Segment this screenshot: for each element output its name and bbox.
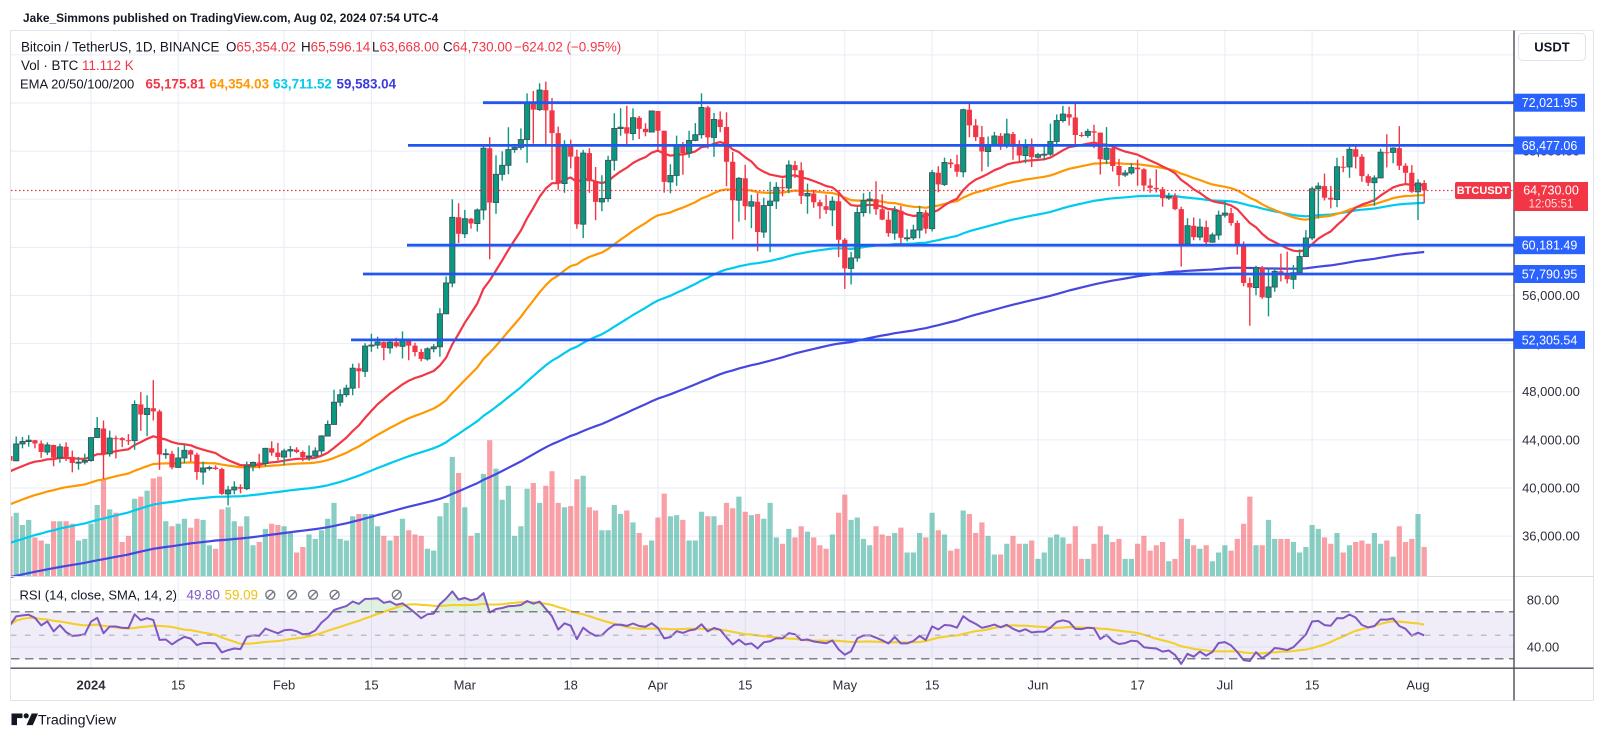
svg-text:40.00: 40.00 bbox=[1527, 640, 1560, 655]
svg-text:72,021.95: 72,021.95 bbox=[1522, 96, 1578, 110]
svg-text:O65,354.02: O65,354.02 bbox=[226, 40, 296, 55]
svg-text:H65,596.14: H65,596.14 bbox=[301, 40, 371, 55]
svg-text:Mar: Mar bbox=[454, 678, 477, 693]
svg-text:64,730.00: 64,730.00 bbox=[1523, 184, 1579, 198]
svg-text:59.09: 59.09 bbox=[225, 588, 259, 603]
svg-text:17: 17 bbox=[1130, 678, 1144, 693]
svg-text:36,000.00: 36,000.00 bbox=[1522, 529, 1580, 544]
svg-text:TradingView: TradingView bbox=[38, 713, 117, 729]
svg-text:18: 18 bbox=[563, 678, 577, 693]
svg-text:48,000.00: 48,000.00 bbox=[1522, 384, 1580, 399]
svg-text:52,305.54: 52,305.54 bbox=[1522, 333, 1578, 347]
svg-text:2024: 2024 bbox=[77, 678, 107, 693]
svg-text:15: 15 bbox=[171, 678, 185, 693]
svg-text:15: 15 bbox=[1305, 678, 1319, 693]
svg-text:64,354.03: 64,354.03 bbox=[210, 77, 270, 92]
svg-text:57,790.95: 57,790.95 bbox=[1522, 268, 1578, 282]
svg-text:Jake_Simmons published on Trad: Jake_Simmons published on TradingView.co… bbox=[23, 11, 439, 25]
svg-text:12:05:51: 12:05:51 bbox=[1529, 199, 1574, 211]
svg-text:49.80: 49.80 bbox=[187, 588, 221, 603]
svg-text:15: 15 bbox=[364, 678, 378, 693]
svg-text:44,000.00: 44,000.00 bbox=[1522, 432, 1580, 447]
svg-text:−624.02 (−0.95%): −624.02 (−0.95%) bbox=[514, 40, 621, 55]
svg-text:Apr: Apr bbox=[648, 678, 669, 693]
svg-text:C64,730.00: C64,730.00 bbox=[443, 40, 512, 55]
svg-text:56,000.00: 56,000.00 bbox=[1522, 288, 1580, 303]
svg-text:Jul: Jul bbox=[1217, 678, 1234, 693]
svg-text:80.00: 80.00 bbox=[1527, 593, 1560, 608]
svg-text:15: 15 bbox=[738, 678, 752, 693]
svg-text:L63,668.00: L63,668.00 bbox=[372, 40, 439, 55]
svg-text:15: 15 bbox=[925, 678, 939, 693]
svg-text:Jun: Jun bbox=[1028, 678, 1049, 693]
svg-text:EMA 20/50/100/200: EMA 20/50/100/200 bbox=[20, 77, 134, 92]
svg-text:11.112 K: 11.112 K bbox=[82, 58, 134, 73]
svg-text:Vol · BTC: Vol · BTC bbox=[21, 58, 79, 73]
svg-text:Aug: Aug bbox=[1406, 678, 1429, 693]
svg-text:Bitcoin / TetherUS, 1D, BINANC: Bitcoin / TetherUS, 1D, BINANCE bbox=[21, 40, 220, 55]
svg-text:USDT: USDT bbox=[1534, 40, 1569, 55]
svg-text:59,583.04: 59,583.04 bbox=[337, 77, 397, 92]
svg-text:60,181.49: 60,181.49 bbox=[1522, 239, 1578, 253]
svg-text:65,175.81: 65,175.81 bbox=[146, 77, 206, 92]
svg-text:Feb: Feb bbox=[273, 678, 295, 693]
svg-text:May: May bbox=[833, 678, 858, 693]
svg-text:68,477.06: 68,477.06 bbox=[1522, 139, 1578, 153]
svg-text:BTCUSDT: BTCUSDT bbox=[1457, 185, 1510, 197]
svg-text:40,000.00: 40,000.00 bbox=[1522, 481, 1580, 496]
svg-text:RSI (14, close, SMA, 14, 2): RSI (14, close, SMA, 14, 2) bbox=[20, 588, 178, 603]
svg-text:63,711.52: 63,711.52 bbox=[273, 77, 332, 92]
